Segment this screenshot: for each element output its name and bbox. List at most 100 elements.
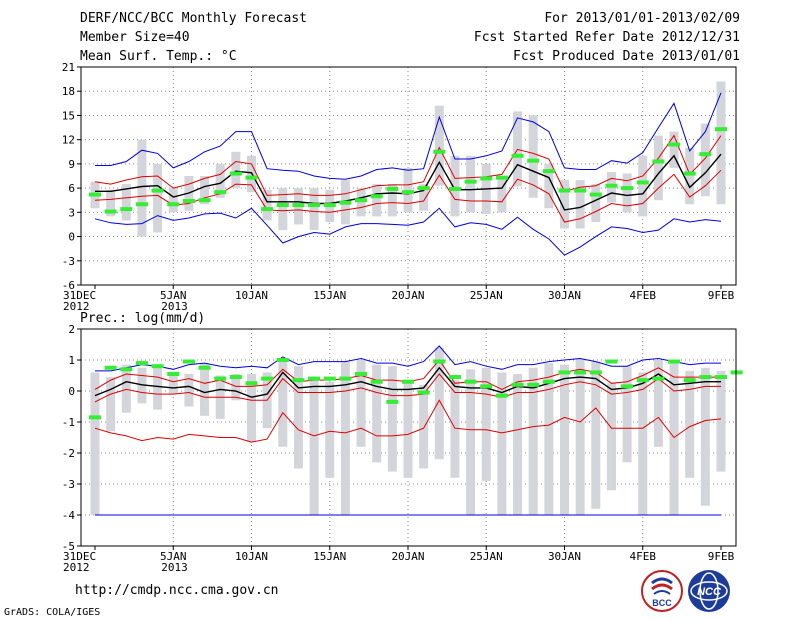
observed-marker — [668, 142, 681, 147]
y-tick-label: 6 — [68, 182, 75, 195]
ensemble-box — [137, 139, 147, 237]
observed-marker — [245, 175, 258, 180]
ensemble-box — [356, 188, 366, 217]
ensemble-box — [293, 366, 303, 469]
ensemble-box — [200, 363, 210, 416]
observed-marker — [229, 171, 242, 176]
observed-marker — [574, 370, 587, 375]
ensemble-box — [606, 383, 616, 491]
observed-marker — [323, 376, 336, 381]
observed-marker — [621, 384, 634, 389]
ensemble-box — [137, 367, 147, 404]
source-url[interactable]: http://cmdp.ncc.cma.gov.cn — [75, 583, 279, 598]
observed-marker — [574, 188, 587, 193]
observed-marker — [605, 183, 618, 188]
x-tick-label: 4FEB — [630, 289, 657, 302]
x-tick-label: 20JAN — [391, 550, 424, 563]
ensemble-box — [685, 147, 695, 205]
ensemble-box — [513, 373, 523, 515]
observed-marker — [417, 186, 430, 191]
series-upper-spread — [94, 134, 722, 196]
observed-marker — [308, 203, 321, 208]
ncc-logo: NCC — [688, 570, 730, 612]
ensemble-box — [497, 176, 507, 213]
observed-marker — [120, 367, 133, 372]
series-ensemble-max — [95, 345, 721, 372]
observed-marker — [636, 378, 649, 383]
x-tick-label: 15JAN — [313, 289, 346, 302]
observed-marker — [730, 370, 743, 375]
ensemble-box — [184, 373, 194, 407]
observed-marker — [605, 359, 618, 364]
x-tick-label: 10JAN — [235, 550, 268, 563]
observed-marker — [589, 192, 602, 197]
x-tick-sublabel: 2012 — [63, 561, 90, 574]
observed-marker — [182, 359, 195, 364]
ensemble-box — [528, 367, 538, 515]
observed-marker — [495, 393, 508, 398]
x-tick-sublabel: 2012 — [63, 300, 90, 313]
observed-marker — [339, 376, 352, 381]
y-tick-label: -5 — [62, 540, 75, 553]
member-size-label: Member Size=40 — [80, 30, 190, 45]
ensemble-box — [685, 370, 695, 478]
ensemble-box — [450, 380, 460, 478]
grads-credit: GrADS: COLA/IGES — [4, 607, 101, 618]
chart-title: DERF/NCC/BCC Monthly Forecast — [80, 11, 307, 26]
ensemble-box — [403, 383, 413, 478]
ensemble-box — [716, 370, 726, 472]
series-ensemble-mean — [94, 366, 721, 398]
observed-marker — [668, 359, 681, 364]
observed-marker — [355, 371, 368, 376]
ensemble-box — [387, 184, 397, 217]
ensemble-box — [168, 373, 178, 395]
x-tick-label: 4FEB — [630, 550, 657, 563]
observed-marker — [527, 382, 540, 387]
bcc-logo-text: BCC — [652, 598, 672, 608]
y-tick-label: 9 — [68, 158, 75, 171]
observed-marker — [558, 188, 571, 193]
observed-marker — [683, 171, 696, 176]
y-tick-label: -1 — [62, 416, 75, 429]
observed-marker — [433, 149, 446, 154]
observed-marker — [558, 370, 571, 375]
ensemble-box — [372, 184, 382, 217]
x-tick-label: 30JAN — [548, 550, 581, 563]
observed-marker — [167, 202, 180, 207]
x-tick-label: 31DEC — [63, 550, 96, 563]
observed-marker — [198, 365, 211, 370]
observed-marker — [276, 358, 289, 362]
ensemble-box — [497, 372, 507, 515]
ensemble-box — [278, 358, 288, 447]
observed-marker — [339, 200, 352, 205]
ncc-logo-text: NCC — [697, 586, 722, 598]
x-tick-label: 5JAN — [160, 289, 187, 302]
observed-marker — [182, 199, 195, 204]
observed-marker — [370, 379, 383, 384]
x-tick-label: 20JAN — [391, 289, 424, 302]
ensemble-box — [153, 367, 163, 410]
ensemble-box — [700, 367, 710, 506]
y-tick-label: -3 — [62, 478, 75, 491]
ensemble-box — [653, 360, 663, 447]
ensemble-box — [262, 189, 272, 221]
observed-marker — [652, 376, 665, 381]
observed-marker — [89, 415, 101, 420]
x-tick-label: 10JAN — [235, 289, 268, 302]
ensemble-box — [434, 105, 444, 186]
observed-marker — [151, 364, 164, 369]
ensemble-box — [309, 377, 319, 515]
y-tick-label: 1 — [68, 354, 75, 367]
x-tick-label: 5JAN — [160, 550, 187, 563]
x-tick-label: 15JAN — [313, 550, 346, 563]
y-tick-label: -2 — [62, 447, 75, 460]
observed-marker — [589, 370, 602, 375]
ensemble-box — [653, 135, 663, 201]
ensemble-box — [481, 367, 491, 481]
temp-panel-title: Mean Surf. Temp.: °C — [80, 49, 237, 64]
ensemble-box — [90, 372, 100, 515]
x-tick-label: 9FEB — [708, 550, 735, 563]
ensemble-box — [700, 123, 710, 197]
observed-marker — [402, 190, 414, 195]
